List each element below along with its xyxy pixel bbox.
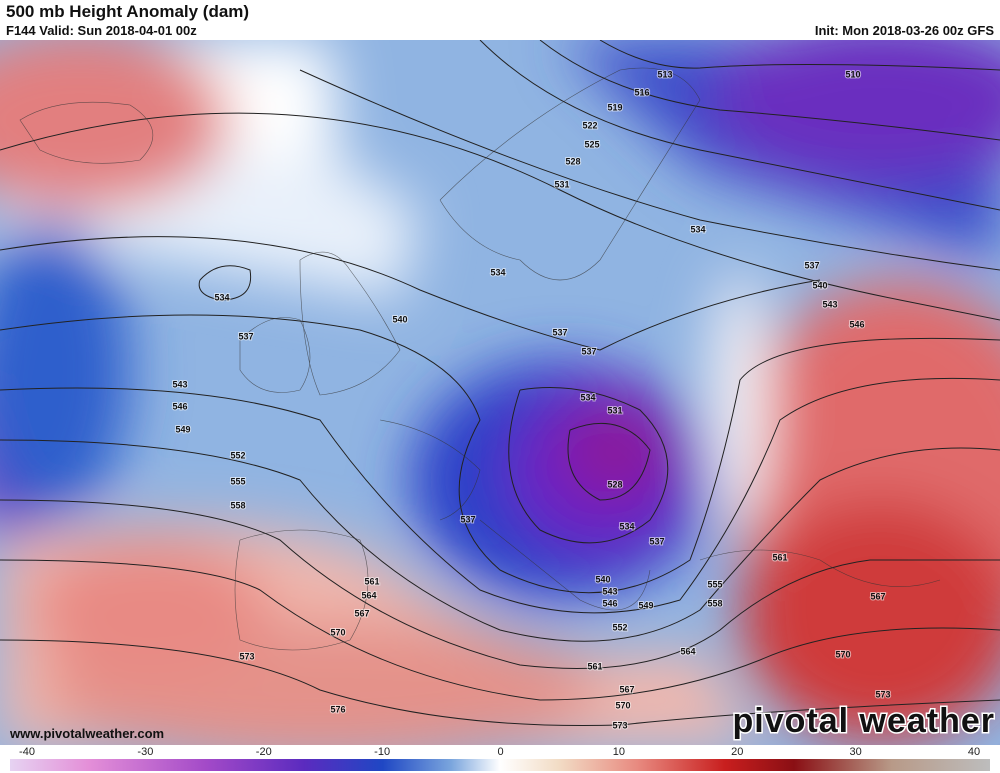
contour-label: 558 [230,500,245,510]
contour-label: 522 [582,120,597,130]
contour-label: 543 [602,586,617,596]
colorbar-tick-label: 40 [968,746,980,758]
contour-label: 540 [812,280,827,290]
contour-label: 513 [657,69,672,79]
contour-label: 528 [565,156,580,166]
contour-label: 567 [619,684,634,694]
contour-label: 552 [230,450,245,460]
map-title: 500 mb Height Anomaly (dam) [6,2,249,21]
contour-label: 537 [238,331,253,341]
contour-label: 537 [581,346,596,356]
contour-label: 534 [580,392,595,402]
colorbar-tick-label: -30 [137,746,153,758]
contour-label: 510 [845,69,860,79]
contour-label: 546 [172,401,187,411]
contour-label: 534 [619,521,634,531]
contour-label: 546 [602,598,617,608]
contour-label: 540 [595,574,610,584]
contour-label: 564 [680,646,695,656]
contour-label: 531 [607,405,622,415]
contour-label: 570 [330,627,345,637]
contour-label: 540 [392,314,407,324]
contour-label: 549 [638,600,653,610]
contour-labels: 513 516 519 522 525 528 531 534 534 534 537 540 543 5… [171,68,891,731]
colorbar [10,759,990,771]
contour-label: 555 [230,476,245,486]
contour-label: 555 [707,579,722,589]
contours [0,40,1000,727]
colorbar-tick-label: -20 [256,746,272,758]
website: www.pivotalweather.com [9,726,164,741]
contour-label: 567 [870,591,885,601]
contour-label: 573 [612,720,627,730]
contour-label: 543 [822,299,837,309]
contour-label: 516 [634,87,649,97]
contour-label: 543 [172,379,187,389]
contour-label: 537 [460,514,475,524]
contour-label: 534 [690,224,705,234]
contour-label: 531 [554,179,569,189]
contour-label: 561 [587,661,602,671]
contour-label: 561 [772,552,787,562]
contour-label: 573 [239,651,254,661]
contour-label: 537 [804,260,819,270]
contour-label: 525 [584,139,599,149]
contour-label: 537 [552,327,567,337]
contour-label: 534 [490,267,505,277]
contour-label: 576 [330,704,345,714]
contour-label: 570 [615,700,630,710]
contour-label: 573 [875,689,890,699]
anomaly-field [0,40,1000,745]
contour-label: 558 [707,598,722,608]
colorbar-tick-label: 20 [731,746,743,758]
contour-label: 570 [835,649,850,659]
colorbar-ticks: -40 -30 -20 -10 0 10 20 30 40 [19,746,980,758]
contour-label: 537 [649,536,664,546]
colorbar-tick-label: 10 [613,746,625,758]
colorbar-tick-label: -10 [374,746,390,758]
contour-label: 549 [175,424,190,434]
contour-label: 519 [607,102,622,112]
contour-label: 564 [361,590,376,600]
contour-label: 552 [612,622,627,632]
valid-time: F144 Valid: Sun 2018-04-01 00z [6,23,197,38]
contour-label: 528 [607,479,622,489]
coastlines [19,67,941,651]
contour-label: 567 [354,608,369,618]
contour-label: 561 [364,576,379,586]
colorbar-tick-label: 30 [850,746,862,758]
init-time: Init: Mon 2018-03-26 00z GFS [815,23,994,38]
contour-label: 534 [214,292,229,302]
contour-label: 546 [849,319,864,329]
colorbar-tick-label: 0 [497,746,503,758]
colorbar-tick-label: -40 [19,746,35,758]
logo: pivotal weather [732,702,995,740]
